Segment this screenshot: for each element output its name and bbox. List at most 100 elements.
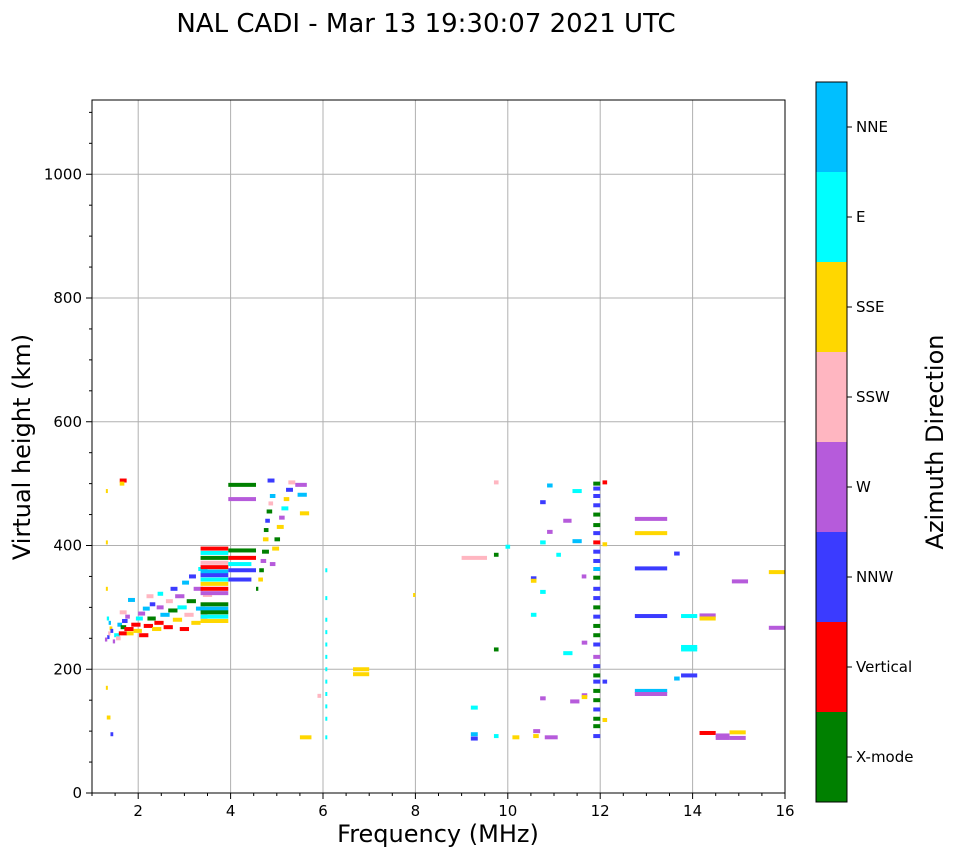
echo-mark [200,565,229,570]
echo-mark [200,577,229,582]
echo-mark [593,673,601,678]
echo-mark [699,616,716,621]
echo-mark [105,540,108,545]
echo-mark [228,548,257,553]
colorbar-label-ssw: SSW [856,388,890,406]
echo-mark [266,509,273,514]
echo-mark [200,573,229,578]
echo-mark [593,596,601,601]
echo-mark [299,735,312,740]
echo-mark [540,540,546,545]
x-tick-label: 10 [498,802,517,820]
echo-mark [108,620,111,625]
echo-mark [118,631,128,636]
echo-mark [729,735,746,740]
x-tick-label: 14 [683,802,702,820]
echo-mark [105,489,108,494]
echo-mark [276,524,284,529]
echo-mark [228,568,257,573]
echo-mark [256,586,259,591]
x-axis-ticks: 2 4 6 8 10 12 14 16 [91,793,795,820]
echo-mark [325,667,328,672]
echo-mark [533,734,539,739]
echo-mark [593,486,601,491]
echo-mark [470,705,478,710]
echo-mark [160,612,170,617]
echo-mark [530,612,537,617]
echo-mark [288,480,296,485]
echo-mark [262,549,269,554]
x-tick-label: 16 [775,802,794,820]
echo-mark [262,537,269,542]
echo-mark [135,616,143,621]
echo-mark [175,594,185,599]
echo-mark [572,489,582,494]
echo-mark [681,614,698,619]
echo-mark [125,614,130,619]
echo-mark [191,620,201,625]
colorbar-label-w: W [856,478,871,496]
echo-mark [768,625,785,630]
echo-mark [593,605,601,610]
echo-mark [200,569,229,574]
echo-mark [547,483,553,488]
echo-mark [317,693,322,698]
colorbar-label-x-mode: X-mode [856,748,913,766]
echo-mark [540,500,546,505]
x-tick-label: 12 [591,802,610,820]
echo-mark [200,602,229,607]
echo-mark [593,512,601,517]
x-tick-label: 4 [226,802,236,820]
echo-mark [634,688,668,693]
echo-mark [572,539,582,544]
echo-mark [114,633,120,638]
echo-mark [699,613,716,618]
echo-mark [295,482,307,487]
echo-mark [593,558,601,563]
echo-mark [117,622,123,627]
echo-mark [200,610,229,615]
echo-mark [634,516,668,521]
echo-mark [593,540,601,545]
echo-mark [286,487,293,492]
echo-mark [602,717,608,722]
grid-lines [92,100,785,794]
echo-mark [593,567,601,572]
echo-mark [108,631,111,636]
echo-mark [353,672,370,677]
echo-mark [593,549,601,554]
echo-mark [107,635,110,640]
echo-mark [106,715,111,720]
colorbar-label-sse: SSE [856,298,885,316]
echo-mark [413,593,416,597]
echo-mark [593,494,601,498]
y-tick-label: 0 [72,784,82,802]
echo-mark [139,633,149,638]
echo-mark [563,518,572,523]
echo-mark [593,523,601,528]
echo-mark [200,546,229,551]
echo-mark [547,529,553,534]
echo-mark [512,735,520,740]
echo-mark [593,503,601,508]
y-tick-label: 600 [53,413,82,431]
echo-mark [184,612,194,617]
echo-mark [112,639,116,644]
echo-mark [163,625,173,630]
echo-mark [124,627,134,632]
echo-mark [593,724,601,729]
echo-mark [593,614,601,619]
echo-mark [120,625,127,630]
echo-mark [179,627,190,632]
echo-mark [157,591,164,596]
echo-mark [353,667,370,672]
echo-mark [593,707,601,712]
echo-mark [269,562,276,567]
echo-mark [593,586,601,591]
echo-mark [228,482,257,487]
x-tick-label: 2 [133,802,143,820]
echo-mark [634,566,668,571]
echo-mark [563,651,573,656]
echo-mark [593,642,601,647]
echo-mark [325,617,328,622]
